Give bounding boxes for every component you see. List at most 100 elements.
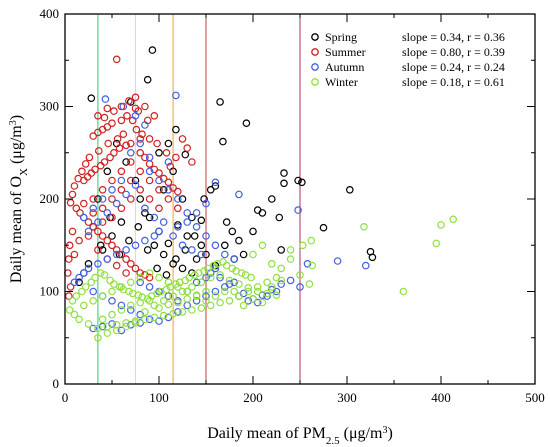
point-winter-4 <box>360 223 368 231</box>
point-summer-85 <box>80 199 88 208</box>
point-summer-20 <box>87 169 96 177</box>
point-spring-75 <box>172 255 180 263</box>
point-summer-100 <box>188 158 196 166</box>
point-winter-21 <box>169 309 177 318</box>
point-summer-18 <box>96 161 105 170</box>
point-winter-114 <box>216 271 224 279</box>
point-summer-55 <box>117 250 126 259</box>
point-summer-1 <box>125 97 133 105</box>
point-autumn-18 <box>141 236 149 245</box>
point-summer-5 <box>117 116 126 125</box>
point-summer-114 <box>112 261 121 270</box>
point-spring-56 <box>249 227 257 236</box>
point-autumn-67 <box>89 204 98 213</box>
axis-ticks <box>64 13 536 385</box>
point-winter-127 <box>155 304 163 312</box>
point-autumn-10 <box>235 190 243 199</box>
point-autumn-55 <box>221 250 229 259</box>
point-winter-77 <box>230 287 239 296</box>
point-autumn-71 <box>103 209 112 217</box>
point-winter-91 <box>136 273 145 282</box>
point-autumn-69 <box>84 227 93 236</box>
point-winter-79 <box>249 295 257 303</box>
point-summer-81 <box>117 204 126 213</box>
point-autumn-28 <box>89 287 98 296</box>
point-summer-23 <box>141 153 149 162</box>
point-spring-12 <box>280 179 288 188</box>
point-summer-75 <box>164 195 173 203</box>
point-summer-58 <box>131 264 140 273</box>
point-summer-105 <box>65 255 73 263</box>
point-winter-132 <box>202 287 210 296</box>
point-winter-109 <box>169 292 177 300</box>
point-winter-7 <box>308 261 317 270</box>
point-summer-59 <box>136 269 145 277</box>
point-winter-93 <box>155 273 163 282</box>
point-winter-42 <box>106 276 114 285</box>
point-winter-111 <box>188 283 196 291</box>
point-winter-100 <box>221 287 229 296</box>
point-spring-39 <box>103 167 112 176</box>
series-spring <box>75 46 377 287</box>
point-summer-96 <box>178 135 187 143</box>
point-winter-23 <box>150 313 159 322</box>
point-autumn-34 <box>145 315 154 324</box>
point-spring-53 <box>221 241 229 250</box>
point-winter-5 <box>307 236 316 245</box>
y-axis-title-unit-sup: 3 <box>8 120 19 125</box>
point-winter-66 <box>219 258 227 266</box>
point-winter-105 <box>131 319 140 327</box>
point-summer-77 <box>155 204 163 213</box>
point-spring-65 <box>164 139 173 148</box>
point-winter-17 <box>206 301 215 310</box>
point-autumn-13 <box>192 209 201 217</box>
point-winter-103 <box>112 326 121 335</box>
point-autumn-103 <box>127 320 135 329</box>
x-axis-title-sub: 2.5 <box>326 435 340 447</box>
x-tick-label-500: 500 <box>525 390 545 405</box>
point-spring-15 <box>200 195 208 203</box>
point-autumn-65 <box>108 186 116 194</box>
point-autumn-5 <box>136 139 145 148</box>
legend-stats-spring: slope = 0.34, r = 0.36 <box>402 30 505 44</box>
point-autumn-100 <box>98 322 107 331</box>
point-winter-108 <box>159 296 168 305</box>
point-spring-41 <box>122 158 130 166</box>
point-winter-46 <box>125 287 133 296</box>
point-winter-131 <box>192 291 201 300</box>
point-autumn-99 <box>89 324 98 333</box>
point-spring-28 <box>183 232 192 240</box>
point-spring-45 <box>150 241 159 250</box>
point-summer-93 <box>110 107 118 115</box>
point-winter-13 <box>244 287 253 296</box>
point-winter-9 <box>277 264 286 273</box>
point-autumn-102 <box>117 326 126 335</box>
point-spring-42 <box>131 176 140 185</box>
point-winter-117 <box>244 283 253 292</box>
point-autumn-40 <box>202 292 210 300</box>
point-autumn-75 <box>141 204 149 213</box>
point-summer-0 <box>112 55 121 64</box>
point-autumn-22 <box>103 255 112 263</box>
point-spring-31 <box>141 209 149 217</box>
point-autumn-52 <box>333 257 342 265</box>
point-winter-29 <box>94 324 102 333</box>
point-summer-26 <box>155 169 163 177</box>
point-summer-70 <box>117 186 126 194</box>
point-spring-43 <box>136 195 145 203</box>
legend-entry-spring: Spring slope = 0.34, r = 0.36 <box>311 30 505 44</box>
point-summer-107 <box>66 283 75 291</box>
legend-marker-summer <box>311 48 319 56</box>
point-spring-1 <box>143 75 152 84</box>
point-spring-2 <box>87 94 96 103</box>
point-spring-13 <box>211 182 220 190</box>
point-autumn-35 <box>155 317 163 325</box>
point-summer-56 <box>122 255 130 263</box>
legend-label-spring: Spring <box>325 30 357 44</box>
point-spring-5 <box>242 119 251 128</box>
point-spring-44 <box>145 213 154 222</box>
point-winter-121 <box>98 315 107 324</box>
point-summer-40 <box>78 167 86 176</box>
point-summer-94 <box>100 113 109 122</box>
point-summer-19 <box>91 165 99 174</box>
